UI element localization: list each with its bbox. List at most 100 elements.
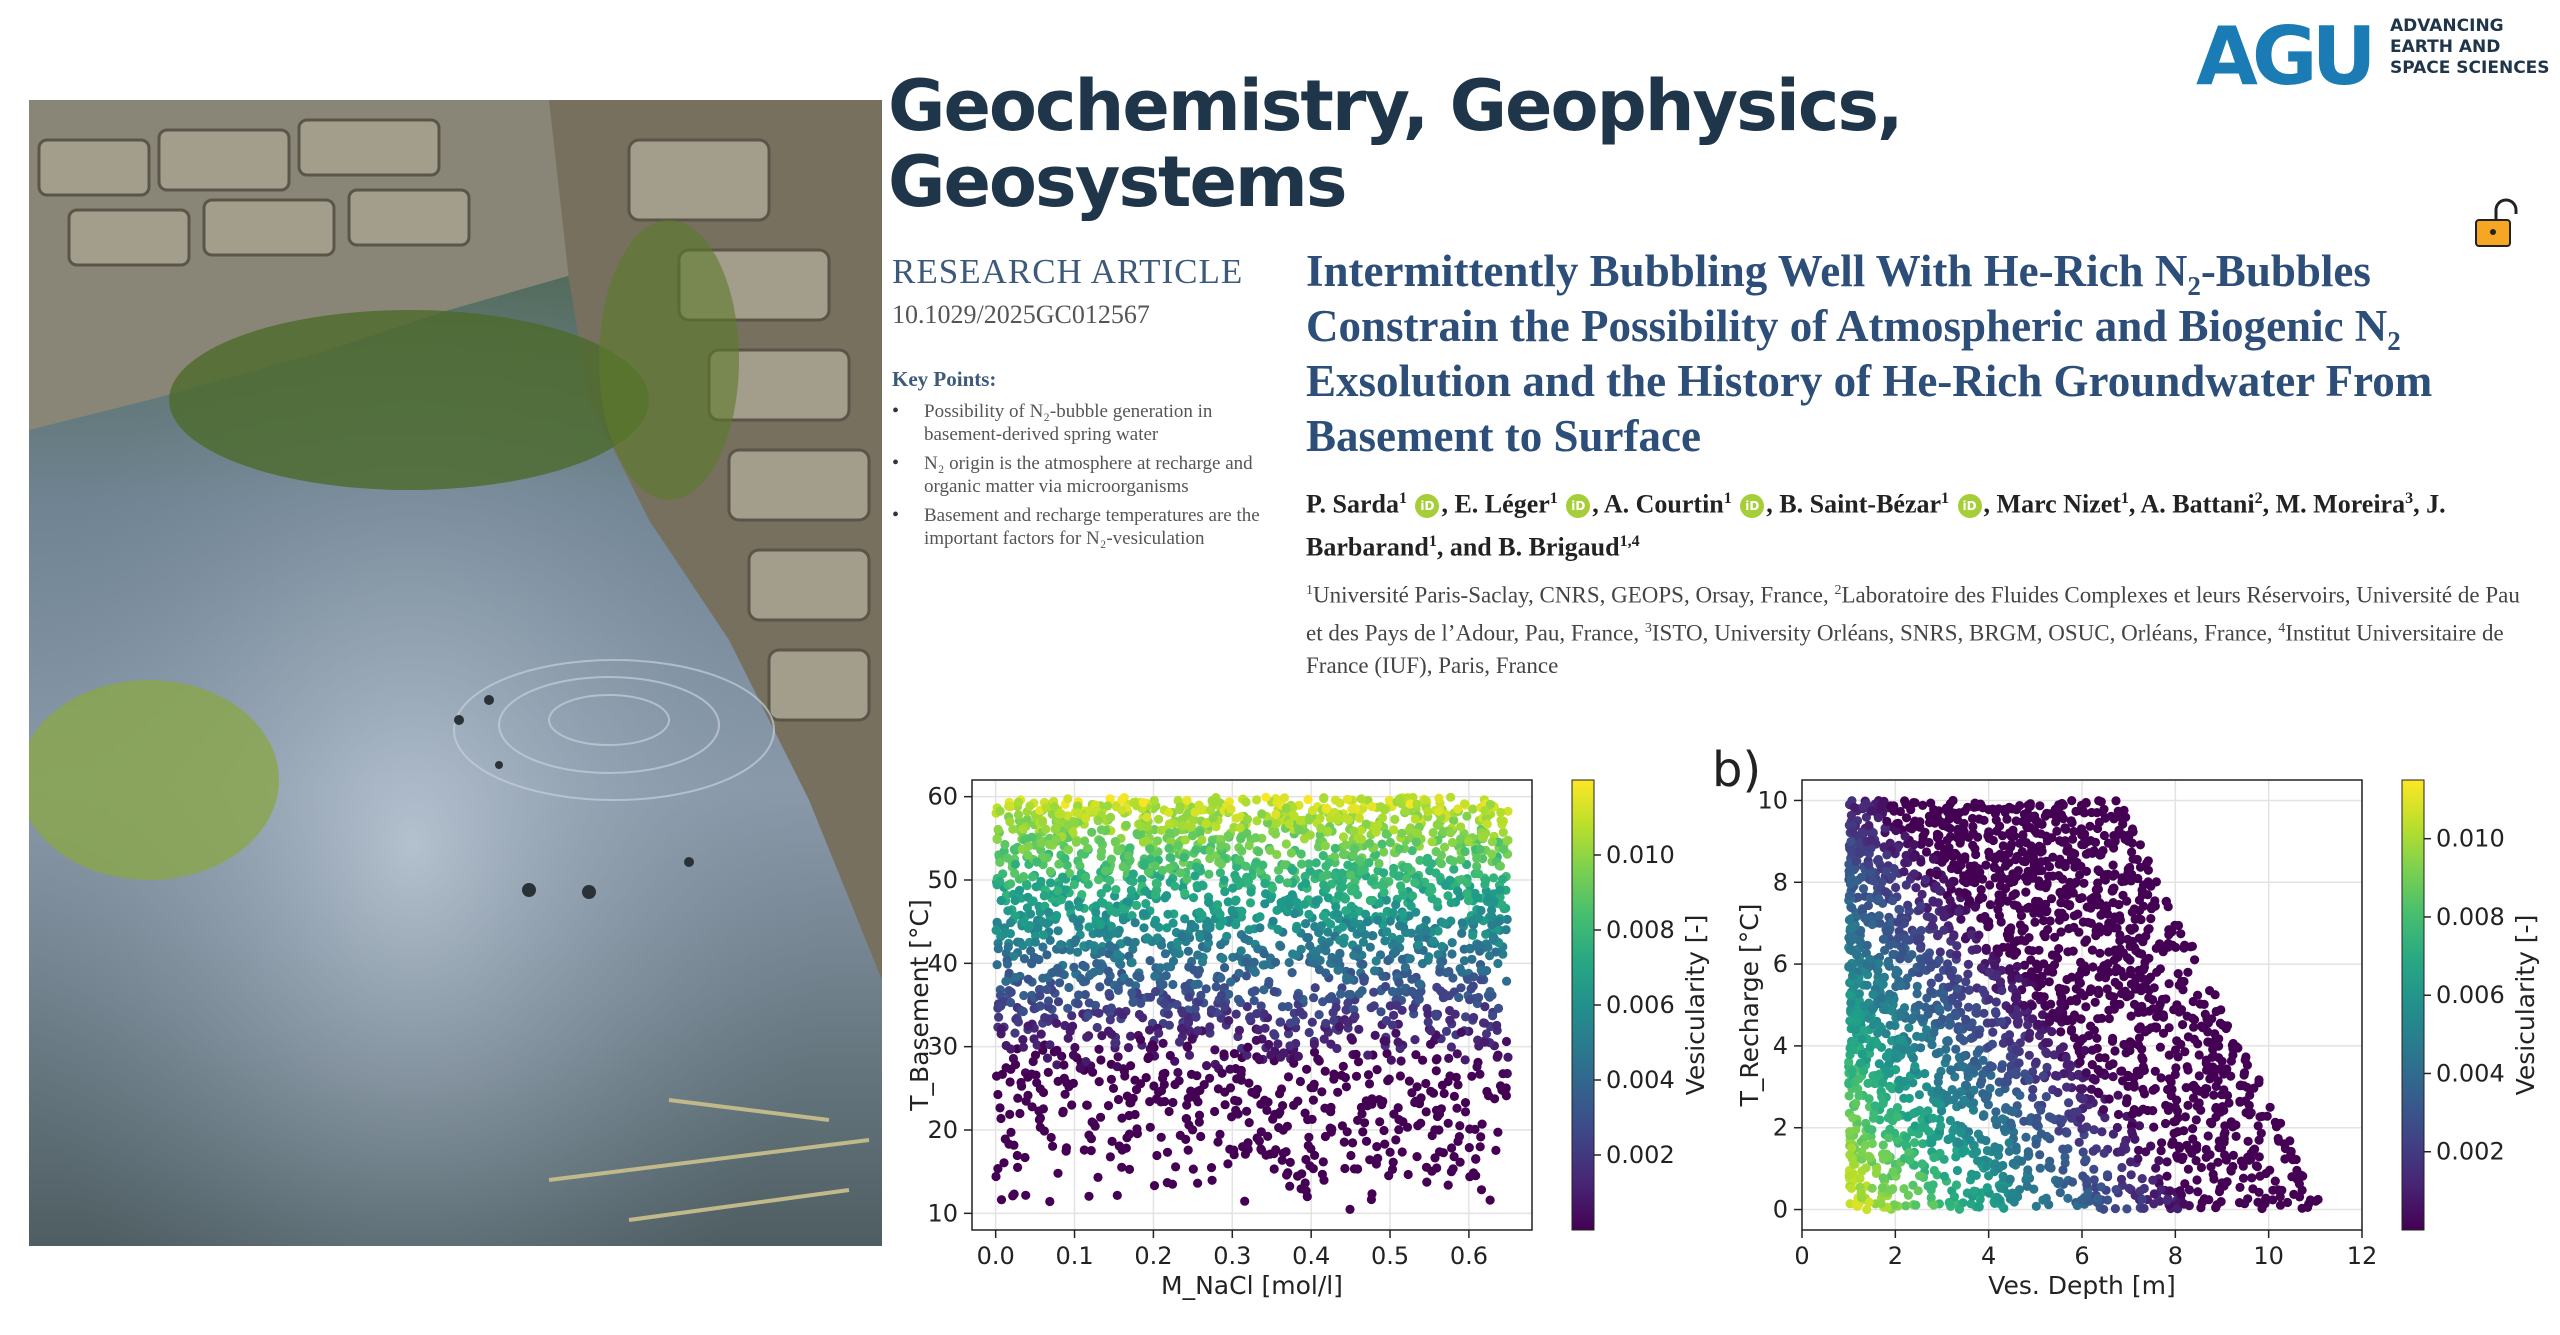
x-tick-label: 0	[1794, 1242, 1809, 1270]
scatter-point	[1333, 909, 1343, 919]
scatter-point	[1390, 814, 1400, 824]
scatter-point	[1998, 1171, 2008, 1181]
scatter-point	[1183, 946, 1193, 956]
scatter-point	[2090, 837, 2101, 847]
scatter-point	[1867, 1183, 1877, 1193]
scatter-point	[1110, 928, 1120, 938]
scatter-point	[2062, 1060, 2072, 1070]
scatter-point	[1456, 983, 1466, 993]
scatter-point	[1339, 1137, 1349, 1147]
scatter-point	[1314, 1010, 1324, 1020]
scatter-point	[1888, 896, 1898, 906]
orcid-icon[interactable]: iD	[1566, 493, 1591, 518]
scatter-point	[1002, 853, 1013, 863]
scatter-point	[1891, 825, 1901, 836]
orcid-icon[interactable]: iD	[1415, 493, 1440, 518]
scatter-point	[1194, 800, 1204, 810]
scatter-point	[2042, 1062, 2052, 1072]
scatter-point	[1075, 1063, 1085, 1073]
scatter-point	[2190, 955, 2200, 965]
scatter-point	[1503, 835, 1513, 845]
scatter-point	[2088, 962, 2098, 972]
scatter-point	[1374, 858, 1384, 869]
scatter-point	[2191, 1156, 2201, 1166]
scatter-point	[2093, 1014, 2103, 1024]
scatter-point	[1995, 977, 2006, 987]
author-name[interactable]: Marc Nizet	[1996, 489, 2121, 519]
scatter-point	[1987, 1039, 1997, 1049]
scatter-point	[1249, 957, 1259, 967]
scatter-point	[2149, 1199, 2159, 1209]
scatter-point	[2110, 1046, 2120, 1056]
author-name[interactable]: A. Battani	[2140, 489, 2255, 519]
scatter-point	[1191, 1012, 1201, 1022]
scatter-point	[1193, 950, 1203, 960]
author-name[interactable]: A. Courtin	[1603, 489, 1724, 519]
author-name[interactable]: E. Léger	[1454, 489, 1550, 519]
scatter-point	[2129, 1079, 2139, 1089]
scatter-point	[2162, 1196, 2172, 1206]
scatter-point	[1482, 1086, 1492, 1097]
scatter-point	[1463, 974, 1473, 984]
scatter-point	[1450, 1009, 1460, 1019]
scatter-point	[1021, 1096, 1031, 1106]
scatter-point	[1981, 945, 1991, 955]
scatter-point	[2206, 1162, 2216, 1172]
scatter-point	[1877, 1183, 1888, 1193]
scatter-point	[1388, 1157, 1398, 1167]
author-name[interactable]: P. Sarda	[1306, 489, 1399, 519]
scatter-point	[1235, 997, 1246, 1008]
scatter-point	[1358, 972, 1368, 982]
scatter-point	[1887, 1036, 1897, 1046]
scatter-point	[1262, 1105, 1272, 1115]
scatter-point	[1283, 1029, 1294, 1039]
scatter-point	[2215, 1183, 2225, 1193]
author-name[interactable]: B. Brigaud	[1498, 532, 1620, 562]
scatter-point	[1071, 837, 1081, 847]
scatter-point	[2222, 1090, 2233, 1101]
scatter-point	[2200, 1089, 2210, 1099]
scatter-point	[1068, 1078, 1078, 1088]
scatter-point	[1321, 861, 1331, 871]
scatter-point	[2006, 1061, 2016, 1071]
scatter-point	[1369, 966, 1380, 976]
scatter-point	[1848, 826, 1858, 837]
scatter-point	[1449, 864, 1459, 874]
scatter-point	[2228, 1150, 2238, 1160]
scatter-point	[1243, 1042, 1253, 1052]
x-tick-label: 4	[1981, 1242, 1996, 1270]
plot-frame	[971, 779, 1533, 1231]
scatter-point	[1077, 890, 1087, 900]
scatter-point	[1276, 941, 1286, 951]
author-name[interactable]: M. Moreira	[2275, 489, 2406, 519]
scatter-point	[1045, 866, 1055, 877]
scatter-point	[2265, 1102, 2275, 1112]
scatter-point	[1095, 982, 1105, 992]
orcid-icon[interactable]: iD	[1957, 493, 1982, 518]
scatter-point	[1847, 1183, 1857, 1193]
scatter-point	[1205, 1022, 1215, 1032]
author-name[interactable]: B. Saint-Bézar	[1779, 489, 1942, 519]
scatter-point	[1096, 1055, 1106, 1065]
scatter-point	[1294, 825, 1304, 835]
scatter-point	[1038, 930, 1049, 940]
doi[interactable]: 10.1029/2025GC012567	[892, 300, 1150, 329]
scatter-point	[1341, 1082, 1351, 1092]
scatter-point	[1858, 829, 1868, 839]
scatter-point	[1369, 1001, 1379, 1011]
y-tick-label: 50	[927, 866, 958, 894]
scatter-point	[2017, 926, 2027, 936]
scatter-point	[2262, 1111, 2272, 1121]
scatter-point	[1437, 1080, 1447, 1090]
scatter-point	[1284, 819, 1294, 829]
scatter-point	[1353, 1115, 1363, 1125]
orcid-icon[interactable]: iD	[1740, 493, 1765, 518]
author-name[interactable]: J. Barbarand	[1306, 489, 2446, 562]
scatter-point	[1030, 937, 1040, 947]
scatter-point	[1211, 982, 1221, 992]
scatter-point	[2054, 1006, 2065, 1016]
scatter-point	[1996, 1183, 2006, 1193]
scatter-point	[2193, 990, 2203, 1000]
scatter-point	[1191, 862, 1202, 872]
scatter-point	[1318, 851, 1328, 861]
